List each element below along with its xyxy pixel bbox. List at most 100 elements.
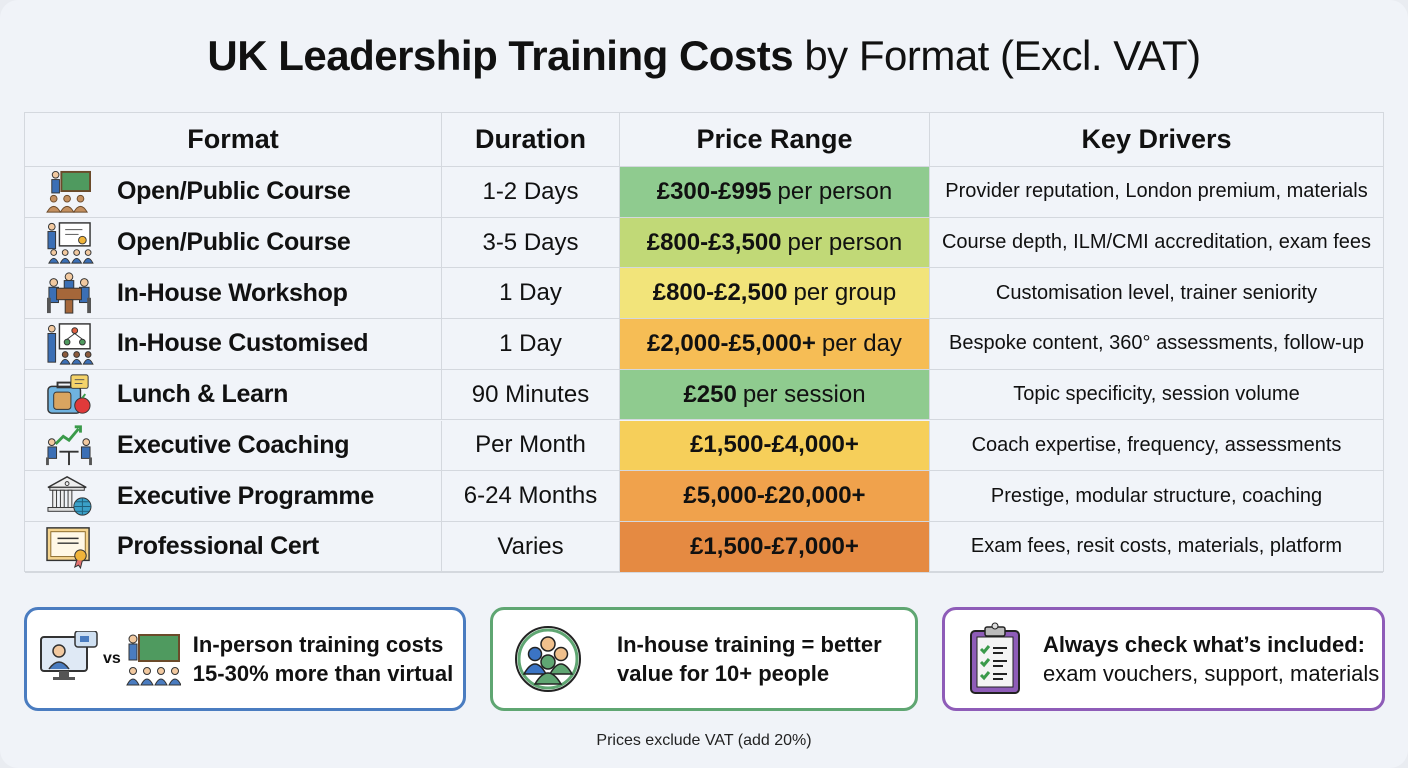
format-label: In-House Workshop: [117, 278, 348, 307]
table-row: In-House Workshop 1 Day £800-£2,500 per …: [25, 268, 1383, 320]
price-unit: per day: [821, 329, 902, 357]
page-title: UK Leadership Training Costs by Format (…: [0, 28, 1408, 84]
duration-value: Per Month: [475, 431, 586, 459]
callout-text: In-house training = better value for 10+…: [617, 630, 882, 688]
header-key-drivers: Key Drivers: [930, 113, 1383, 167]
format-cell: Professional Cert: [25, 521, 442, 573]
key-drivers-cell: Coach expertise, frequency, assessments: [930, 421, 1383, 472]
clipboard-checklist-icon: [970, 622, 1020, 694]
format-label: Open/Public Course: [117, 228, 351, 257]
format-cell: Lunch & Learn: [25, 369, 442, 421]
price-amount: £300-£995: [656, 177, 772, 205]
format-label: Lunch & Learn: [117, 380, 289, 409]
header-format: Format: [25, 113, 442, 167]
key-drivers-cell: Prestige, modular structure, coaching: [930, 471, 1383, 522]
certificate-icon: [46, 526, 90, 569]
price-range-cell: £300-£995 per person: [620, 167, 930, 218]
price-amount: £1,500-£7,000+: [690, 532, 859, 560]
presentation-certificate-icon: [47, 221, 94, 264]
title-light: by Format (Excl. VAT): [804, 32, 1201, 79]
callout-inhouse-value: In-house training = better value for 10+…: [490, 607, 918, 711]
table-row: Executive Coaching Per Month £1,500-£4,0…: [25, 420, 1383, 472]
key-drivers-cell: Exam fees, resit costs, materials, platf…: [930, 522, 1383, 573]
flowchart-presenter-icon: [47, 323, 94, 365]
coaching-growth-icon: [46, 425, 92, 466]
format-cell: In-House Customised: [25, 319, 442, 370]
title-bold: UK Leadership Training Costs: [207, 32, 794, 79]
key-drivers-text: Coach expertise, frequency, assessments: [971, 433, 1342, 456]
header-price-range: Price Range: [620, 113, 930, 167]
price-amount: £5,000-£20,000+: [683, 482, 866, 510]
table-row: Professional Cert Varies £1,500-£7,000+ …: [25, 521, 1383, 573]
table-row: Lunch & Learn 90 Minutes £250 per sessio…: [25, 369, 1383, 421]
price-unit: per person: [787, 228, 903, 256]
price-unit: per person: [777, 177, 893, 205]
table-row: Open/Public Course 1-2 Days £300-£995 pe…: [25, 167, 1383, 218]
key-drivers-cell: Topic specificity, session volume: [930, 370, 1383, 421]
price-amount: £800-£3,500: [646, 228, 782, 256]
duration-cell: 3-5 Days: [442, 217, 620, 269]
duration-cell: Per Month: [442, 420, 620, 472]
duration-cell: 1 Day: [442, 319, 620, 370]
table-row: Executive Programme 6-24 Months £5,000-£…: [25, 471, 1383, 522]
price-range-cell: £1,500-£4,000+: [620, 420, 930, 472]
vs-label: vs: [103, 650, 121, 667]
price-amount: £1,500-£4,000+: [690, 431, 859, 459]
meeting-table-icon: [47, 272, 91, 314]
institution-globe-icon: [47, 476, 92, 516]
callout-virtual-vs-inperson: vs In-person training costs 15-30% more …: [24, 607, 466, 711]
callout-line-2: value for 10+ people: [617, 661, 830, 686]
price-unit: per session: [742, 380, 866, 408]
callout-text: Always check what’s included: exam vouch…: [1043, 630, 1379, 688]
format-label: Professional Cert: [117, 532, 319, 561]
duration-cell: 90 Minutes: [442, 369, 620, 421]
price-amount: £800-£2,500: [652, 279, 788, 307]
duration-cell: 1 Day: [442, 268, 620, 320]
key-drivers-text: Bespoke content, 360° assessments, follo…: [949, 332, 1364, 355]
key-drivers-cell: Customisation level, trainer seniority: [930, 268, 1383, 320]
inperson-classroom-icon: [125, 634, 181, 686]
price-range-cell: £1,500-£7,000+: [620, 521, 930, 573]
key-drivers-text: Customisation level, trainer seniority: [995, 281, 1318, 304]
key-drivers-text: Prestige, modular structure, coaching: [990, 484, 1323, 507]
key-drivers-cell: Bespoke content, 360° assessments, follo…: [930, 319, 1383, 370]
key-drivers-text: Topic specificity, session volume: [1013, 383, 1300, 406]
duration-cell: 6-24 Months: [442, 471, 620, 522]
callout-text: In-person training costs 15-30% more tha…: [193, 630, 453, 688]
format-label: Executive Coaching: [117, 430, 350, 459]
table-row: In-House Customised 1 Day £2,000-£5,000+…: [25, 319, 1383, 370]
table-header-row: Format Duration Price Range Key Drivers: [25, 113, 1383, 167]
key-drivers-text: Course depth, ILM/CMI accreditation, exa…: [941, 231, 1372, 254]
price-unit: per group: [793, 279, 897, 307]
price-range-cell: £800-£3,500 per person: [620, 217, 930, 269]
team-group-icon: [515, 626, 581, 692]
header-duration: Duration: [442, 113, 620, 167]
duration-value: 1 Day: [499, 329, 562, 357]
key-drivers-text: Provider reputation, London premium, mat…: [945, 180, 1368, 203]
price-range-cell: £800-£2,500 per group: [620, 268, 930, 320]
price-amount: £2,000-£5,000+: [647, 329, 816, 357]
duration-value: 3-5 Days: [482, 228, 579, 256]
callout-line-2: 15-30% more than virtual: [192, 661, 454, 686]
format-cell: Open/Public Course: [25, 217, 442, 269]
format-cell: In-House Workshop: [25, 268, 442, 320]
format-label: Executive Programme: [117, 481, 374, 510]
duration-value: 1-2 Days: [482, 177, 579, 205]
format-cell: Executive Coaching: [25, 420, 442, 472]
key-drivers-cell: Provider reputation, London premium, mat…: [930, 167, 1383, 218]
callout-line-1: Always check what’s included:: [1043, 632, 1365, 657]
price-amount: £250: [683, 380, 737, 408]
duration-cell: 1-2 Days: [442, 167, 620, 218]
lunchbox-icon: [47, 374, 91, 414]
format-cell: Open/Public Course: [25, 167, 442, 218]
table-row: Open/Public Course 3-5 Days £800-£3,500 …: [25, 217, 1383, 269]
vat-footnote: Prices exclude VAT (add 20%): [596, 732, 812, 749]
callout-line-2: exam vouchers, support, materials: [1043, 661, 1380, 686]
format-cell: Executive Programme: [25, 471, 442, 522]
cost-table: Format Duration Price Range Key Drivers …: [24, 112, 1384, 573]
format-label: Open/Public Course: [117, 177, 351, 206]
callout-check-included: Always check what’s included: exam vouch…: [942, 607, 1385, 711]
key-drivers-text: Exam fees, resit costs, materials, platf…: [970, 535, 1343, 558]
duration-value: 6-24 Months: [463, 482, 598, 510]
